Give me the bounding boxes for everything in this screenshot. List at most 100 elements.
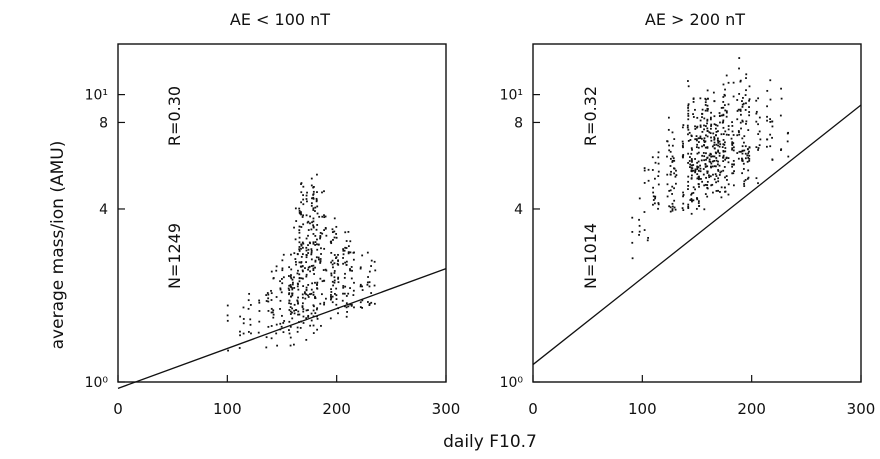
data-point — [297, 269, 299, 272]
data-point — [687, 80, 689, 82]
data-point — [713, 144, 716, 146]
data-point — [720, 107, 723, 109]
data-point — [302, 203, 305, 206]
data-point — [727, 125, 730, 127]
data-point — [333, 236, 336, 239]
data-point — [689, 139, 692, 141]
data-point — [668, 189, 671, 192]
data-point — [298, 313, 301, 316]
data-point — [732, 149, 735, 152]
data-point — [349, 251, 352, 254]
data-point — [666, 173, 669, 176]
data-point — [652, 199, 655, 201]
data-point — [704, 104, 707, 106]
data-point — [707, 108, 709, 110]
data-point — [342, 249, 345, 252]
data-point — [307, 252, 310, 254]
data-point — [265, 336, 268, 339]
data-point — [730, 137, 733, 140]
data-point — [296, 282, 299, 285]
data-point — [310, 312, 313, 315]
data-point — [307, 294, 309, 297]
data-point — [687, 162, 689, 164]
data-point — [345, 247, 348, 249]
data-point — [657, 183, 660, 186]
data-point — [732, 172, 735, 175]
data-point — [691, 159, 693, 162]
data-point — [288, 275, 290, 277]
data-point — [288, 332, 291, 335]
data-point — [345, 295, 348, 297]
x-tick-label: 200 — [737, 400, 766, 418]
data-point — [310, 248, 313, 251]
data-point — [305, 338, 308, 341]
data-point — [335, 233, 338, 235]
data-point — [699, 167, 702, 170]
data-point — [739, 121, 742, 124]
data-point — [335, 225, 338, 228]
data-point — [270, 299, 273, 301]
data-point — [727, 161, 730, 164]
data-point — [669, 173, 672, 176]
data-point — [298, 236, 301, 239]
data-point — [350, 304, 353, 307]
data-point — [713, 115, 716, 118]
y-tick-label: 10⁰ — [500, 375, 524, 391]
data-point — [704, 146, 707, 149]
data-point — [701, 116, 703, 119]
data-point — [745, 122, 747, 125]
data-point — [320, 247, 322, 250]
data-point — [307, 296, 310, 298]
data-point — [715, 134, 717, 137]
data-point — [279, 288, 282, 291]
data-point — [312, 267, 315, 270]
data-point — [713, 138, 716, 141]
data-point — [744, 109, 747, 111]
data-point — [672, 157, 675, 160]
data-point — [748, 98, 751, 101]
data-point — [716, 137, 719, 140]
data-point — [748, 158, 751, 160]
data-point — [706, 89, 709, 92]
data-point — [301, 306, 304, 309]
y-tick-label: 8 — [514, 115, 523, 131]
data-point — [747, 129, 750, 131]
data-point — [334, 292, 336, 295]
data-point — [359, 267, 362, 270]
data-point — [302, 223, 305, 226]
data-point — [335, 303, 338, 306]
data-point — [787, 155, 790, 158]
data-point — [671, 205, 674, 208]
data-point — [300, 182, 303, 184]
data-point — [695, 138, 698, 141]
data-point — [331, 301, 334, 304]
data-point — [307, 244, 309, 247]
data-point — [708, 154, 711, 157]
data-point — [731, 141, 734, 144]
data-point — [692, 169, 695, 172]
data-point — [368, 281, 371, 284]
data-point — [345, 260, 348, 263]
data-point — [710, 155, 713, 158]
data-point — [657, 151, 660, 154]
data-point — [713, 147, 716, 150]
data-point — [687, 188, 689, 191]
data-point — [708, 131, 711, 134]
data-point — [332, 284, 335, 287]
data-point — [226, 319, 229, 322]
data-point — [345, 306, 348, 309]
data-point — [748, 154, 751, 157]
data-point — [711, 155, 714, 158]
data-point — [697, 183, 700, 185]
data-point — [697, 169, 700, 172]
data-point — [653, 202, 656, 205]
data-point — [336, 262, 339, 265]
data-point — [301, 296, 304, 299]
data-point — [307, 220, 310, 223]
data-point — [748, 99, 750, 102]
data-point — [368, 270, 371, 273]
data-point — [758, 116, 761, 119]
data-point — [745, 120, 748, 123]
data-point — [267, 293, 270, 296]
data-point — [718, 115, 721, 117]
